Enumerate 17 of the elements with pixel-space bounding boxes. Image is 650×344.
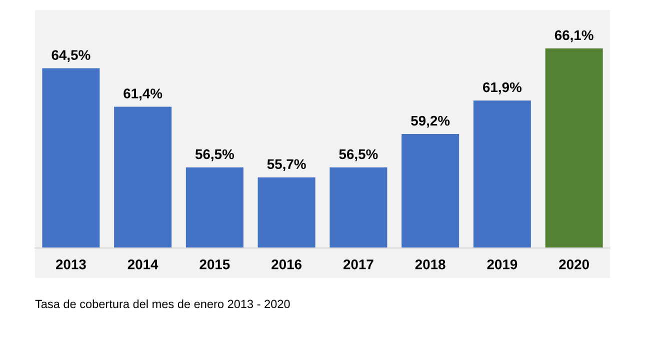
data-label: 59,2%: [411, 116, 450, 128]
x-tick-label: 2019: [487, 259, 518, 270]
x-tick-label: 2014: [128, 259, 158, 270]
x-tick-label: 2015: [200, 259, 230, 270]
data-label: 55,7%: [267, 159, 306, 172]
data-label: 56,5%: [195, 149, 234, 162]
data-label: 56,5%: [339, 149, 378, 162]
x-tick-label: 2017: [343, 259, 374, 270]
data-label: 61,4%: [124, 88, 162, 100]
data-label: 66,1%: [554, 30, 594, 42]
x-tick-label: 2013: [56, 259, 86, 270]
x-tick-label: 2020: [559, 259, 589, 270]
x-tick-label: 2018: [415, 259, 446, 270]
data-label: 64,5%: [52, 50, 90, 62]
data-label: 61,9%: [483, 82, 522, 94]
text: Tasa de cobertura del mes de enero 2013 - 2020: [35, 299, 290, 308]
x-tick-label: 2016: [272, 259, 302, 270]
